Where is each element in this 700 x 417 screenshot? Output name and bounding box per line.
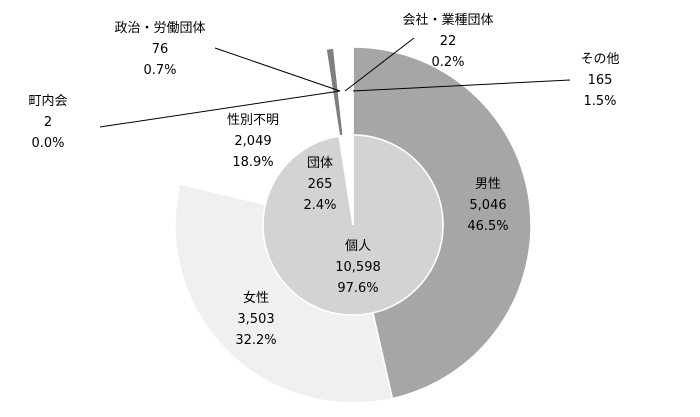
slice-labels: 男性 5,046 46.5% 女性 3,503 32.2% 性別不明 2,049 18.9% 町内…	[28, 12, 619, 348]
outer-slice-label-5: 会社・業種団体 22 0.2%	[402, 12, 493, 70]
outer-slice-leader-3	[99, 90, 341, 128]
outer-slice-label-6: その他 165 1.5%	[580, 52, 619, 109]
outer-slice-leader-6	[352, 79, 571, 92]
outer-slice-label-0: 男性 5,046 46.5%	[467, 177, 508, 234]
outer-slice-leader-4	[214, 47, 341, 92]
inner-slice-1	[338, 134, 354, 226]
inner-pie	[262, 134, 444, 316]
outer-slice-label-3: 町内会 2 0.0%	[28, 93, 67, 151]
inner-slice-label-1: 団体 265 2.4%	[303, 156, 336, 213]
outer-slice-label-2: 性別不明 2,049 18.9%	[227, 113, 279, 170]
inner-slice-label-0: 個人 10,598 97.6%	[335, 239, 381, 296]
outer-slice-label-1: 女性 3,503 32.2%	[235, 290, 276, 348]
outer-slice-label-4: 政治・労働団体 76 0.7%	[114, 21, 205, 78]
outer-slice-leader-5	[344, 37, 415, 92]
outer-ring	[174, 46, 532, 404]
leader-lines	[99, 37, 571, 128]
